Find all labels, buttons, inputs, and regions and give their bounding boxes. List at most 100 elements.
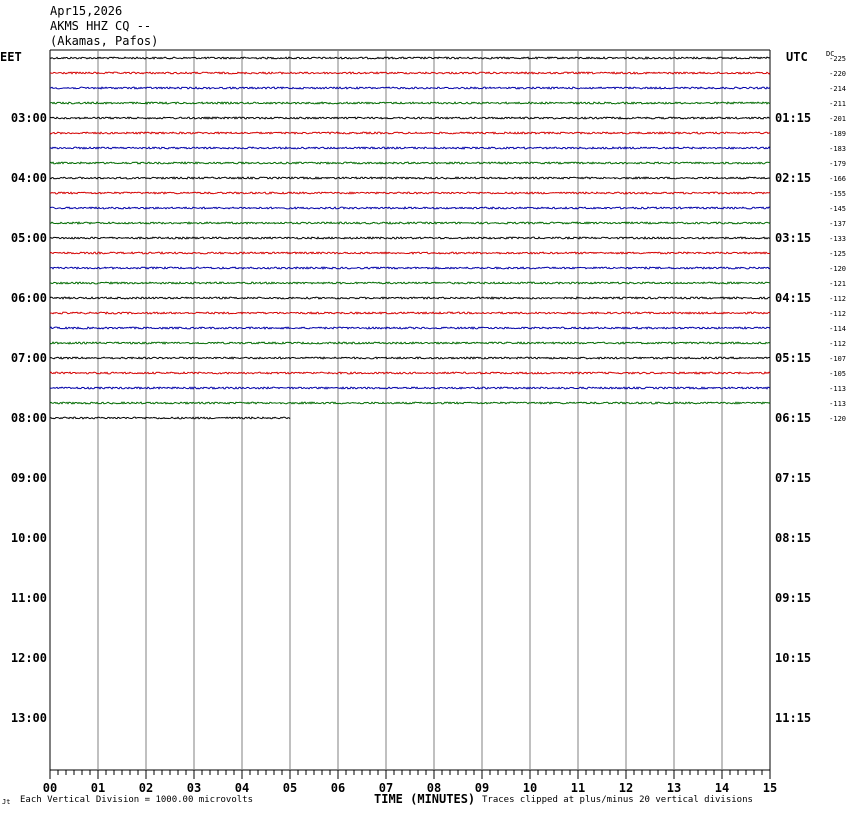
dc-header-label: DC [826,50,835,58]
dc-offset-label: -137 [829,220,846,228]
seismic-trace [49,206,771,210]
dc-offset-label: -189 [829,130,846,138]
x-tick-label: 00 [43,781,57,795]
left-hour-label: 07:00 [11,351,47,365]
scale-note: Each Vertical Division = 1000.00 microvo… [20,795,253,805]
x-tick-label: 13 [667,781,681,795]
x-tick-label: 11 [571,781,585,795]
right-hour-label: 03:15 [775,231,811,245]
right-hour-label: 08:15 [775,531,811,545]
seismic-trace [49,101,771,105]
dc-offset-label: -113 [829,400,846,408]
right-hour-label: 09:15 [775,591,811,605]
dc-offset-label: -201 [829,115,846,123]
x-tick-label: 03 [187,781,201,795]
seismic-trace [49,236,771,240]
dc-offset-label: -220 [829,70,846,78]
left-timezone-label: EET [0,50,22,64]
dc-offset-label: -112 [829,310,846,318]
x-tick-label: 06 [331,781,345,795]
dc-offset-label: -120 [829,265,846,273]
station-label: AKMS HHZ CQ -- [50,19,152,33]
x-tick-label: 02 [139,781,153,795]
x-tick-label: 09 [475,781,489,795]
seismic-trace [49,251,771,255]
left-hour-label: 13:00 [11,711,47,725]
left-hour-label: 06:00 [11,291,47,305]
dc-offset-label: -179 [829,160,846,168]
right-hour-label: 06:15 [775,411,811,425]
right-timezone-label: UTC [786,50,808,64]
seismic-trace [49,191,771,195]
right-hour-label: 05:15 [775,351,811,365]
dc-offset-label: -120 [829,415,846,423]
seismic-trace [49,116,771,120]
x-tick-label: 12 [619,781,633,795]
dc-offset-label: -125 [829,250,846,258]
x-tick-label: 10 [523,781,537,795]
right-hour-label: 01:15 [775,111,811,125]
trace-layer [49,56,771,420]
dc-offset-label: -112 [829,295,846,303]
dc-offset-label: -214 [829,85,846,93]
seismic-trace [49,326,771,330]
x-tick-label: 15 [763,781,777,795]
x-tick-label: 04 [235,781,249,795]
left-hour-label: 03:00 [11,111,47,125]
seismic-trace [50,71,771,75]
seismic-trace [49,56,771,60]
dc-offset-label: -112 [829,340,846,348]
seismic-trace [49,266,771,270]
seismic-trace [49,341,771,345]
left-hour-label: 08:00 [11,411,47,425]
seismic-trace [49,401,771,405]
clip-note: Traces clipped at plus/minus 20 vertical… [482,795,753,805]
seismic-trace [49,86,771,90]
x-tick-label: 07 [379,781,393,795]
right-hour-label: 11:15 [775,711,811,725]
seismic-trace [49,416,291,420]
grid-layer [49,49,771,779]
dc-offset-label: -211 [829,100,846,108]
seismic-trace [49,161,771,165]
seismic-trace [49,371,771,375]
location-label: (Akamas, Pafos) [50,34,159,48]
dc-offset-label: -166 [829,175,846,183]
dc-offset-label: -114 [829,325,846,333]
seismic-trace [49,356,771,360]
right-hour-label: 04:15 [775,291,811,305]
dc-offset-label: -107 [829,355,846,363]
dc-offset-label: -225 [829,55,846,63]
seismic-trace [49,386,771,390]
seismic-trace [49,131,771,135]
dc-offset-label: -145 [829,205,846,213]
seismic-trace [49,176,771,180]
left-hour-label: 05:00 [11,231,47,245]
corner-mark: Jt [2,798,11,806]
label-layer: 00 01 02 03 04 05 06 07 08 09 10 11 12 13 14 15 03:00 01:… [11,55,846,795]
left-hour-label: 11:00 [11,591,47,605]
left-hour-label: 10:00 [11,531,47,545]
left-hour-label: 12:00 [11,651,47,665]
dc-offset-label: -133 [829,235,846,243]
x-tick-label: 01 [91,781,105,795]
dc-offset-label: -155 [829,190,846,198]
seismic-trace [49,281,771,285]
x-tick-label: 14 [715,781,729,795]
right-hour-label: 10:15 [775,651,811,665]
left-hour-label: 04:00 [11,171,47,185]
dc-offset-label: -113 [829,385,846,393]
seismic-trace [49,146,771,150]
dc-offset-label: -105 [829,370,846,378]
dc-offset-label: -121 [829,280,846,288]
x-tick-label: 08 [427,781,441,795]
seismic-trace [49,296,771,300]
date-label: Apr15,2026 [50,4,123,18]
right-hour-label: 02:15 [775,171,811,185]
right-hour-label: 07:15 [775,471,811,485]
x-axis-title: TIME (MINUTES) [374,792,476,806]
left-hour-label: 09:00 [11,471,47,485]
x-tick-label: 05 [283,781,297,795]
seismic-trace [49,221,771,225]
